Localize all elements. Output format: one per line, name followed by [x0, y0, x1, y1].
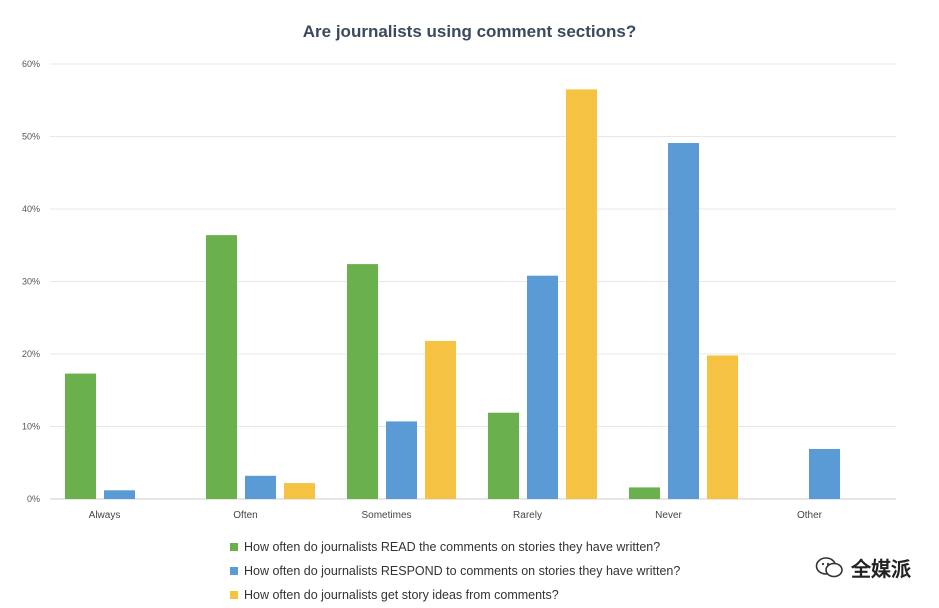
chart-title: Are journalists using comment sections? [302, 22, 637, 41]
bar-respond-often[interactable] [245, 475, 276, 499]
y-tick-label: 10% [22, 422, 40, 432]
bar-chart: 0% 10% 20% 30% 40% 50% 60% Always Often Sometime… [22, 59, 896, 521]
y-tick-label: 50% [22, 132, 40, 142]
legend-item-read[interactable]: How often do journalists READ the commen… [230, 535, 680, 559]
bar-respond-rarely[interactable] [527, 275, 558, 499]
bar-ideas-often[interactable] [284, 483, 315, 499]
legend-label-respond: How often do journalists RESPOND to comm… [244, 564, 681, 578]
y-tick-label: 60% [22, 59, 40, 69]
bar-respond-never[interactable] [668, 143, 699, 499]
bar-ideas-sometimes[interactable] [425, 340, 456, 499]
gridlines [50, 63, 896, 500]
y-tick-label: 30% [22, 277, 40, 287]
y-tick-label: 0% [27, 494, 40, 504]
bar-read-never[interactable] [629, 487, 660, 499]
x-category-label: Never [655, 510, 682, 521]
bar-read-often[interactable] [206, 235, 237, 499]
x-category-label: Often [233, 510, 257, 521]
bar-respond-sometimes[interactable] [386, 421, 417, 499]
legend-swatch-respond [230, 567, 238, 575]
legend-label-read: How often do journalists READ the commen… [244, 540, 661, 554]
legend-label-ideas: How often do journalists get story ideas… [244, 588, 559, 602]
y-tick-label: 40% [22, 204, 40, 214]
y-axis-ticks: 0% 10% 20% 30% 40% 50% 60% [22, 59, 40, 504]
bar-read-always[interactable] [65, 373, 96, 499]
watermark: 全媒派 [815, 553, 911, 582]
y-tick-label: 20% [22, 349, 40, 359]
bars [65, 89, 840, 499]
legend-swatch-read [230, 543, 238, 551]
bar-read-sometimes[interactable] [347, 264, 378, 499]
bar-respond-always[interactable] [104, 490, 135, 499]
legend-item-respond[interactable]: How often do journalists RESPOND to comm… [230, 559, 680, 583]
bar-read-rarely[interactable] [488, 412, 519, 499]
legend: How often do journalists READ the commen… [230, 535, 680, 607]
bar-respond-other[interactable] [809, 448, 840, 499]
wechat-icon [815, 556, 843, 577]
x-axis-categories: Always Often Sometimes Rarely Never Other [89, 510, 823, 521]
watermark-text: 全媒派 [851, 559, 911, 581]
bar-ideas-never[interactable] [707, 355, 738, 499]
x-category-label: Other [797, 510, 823, 521]
x-category-label: Always [89, 510, 121, 521]
x-category-label: Rarely [513, 510, 542, 521]
x-category-label: Sometimes [361, 510, 411, 521]
legend-swatch-ideas [230, 591, 238, 599]
bar-ideas-rarely[interactable] [566, 89, 597, 499]
legend-item-ideas[interactable]: How often do journalists get story ideas… [230, 583, 680, 607]
